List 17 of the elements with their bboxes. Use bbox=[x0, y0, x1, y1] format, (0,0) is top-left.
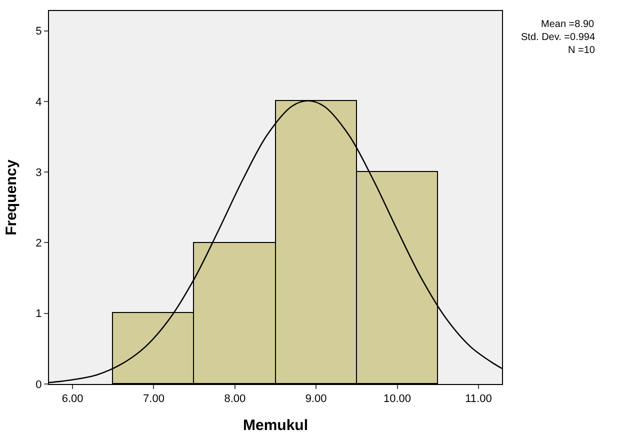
x-tick-label: 7.00 bbox=[143, 393, 164, 406]
text: N =10 bbox=[568, 45, 596, 56]
y-tick-label: 2 bbox=[36, 238, 42, 250]
x-tick-label: 9.00 bbox=[305, 393, 327, 406]
y-tick-label: 0 bbox=[36, 378, 42, 391]
x-axis-title: Memukul bbox=[242, 417, 308, 434]
x-tick-label: 11.00 bbox=[465, 393, 492, 406]
y-tick-label: 1 bbox=[36, 308, 42, 320]
y-axis-title: Frequency bbox=[2, 158, 20, 236]
y-tick-label: 5 bbox=[36, 26, 42, 38]
x-tick-label: 8.00 bbox=[224, 393, 246, 406]
x-tick-label: 6.00 bbox=[62, 393, 84, 406]
x-tick-label: 10.00 bbox=[384, 393, 412, 406]
y-tick-label: 3 bbox=[36, 166, 42, 179]
text: Mean =8.90 bbox=[541, 19, 595, 30]
y-tick-label: 4 bbox=[36, 96, 42, 108]
text: Std. Dev. =0.994 bbox=[521, 32, 596, 43]
